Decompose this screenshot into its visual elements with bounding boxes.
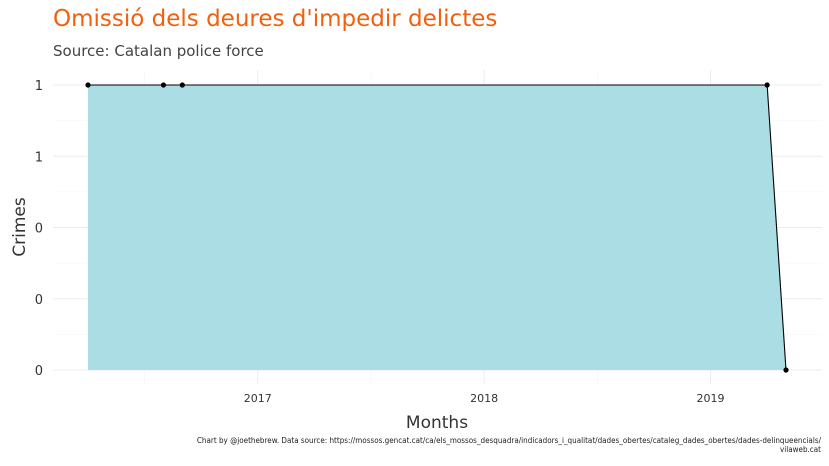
chart-caption: Chart by @joethebrew. Data source: https… <box>197 436 821 454</box>
data-point <box>160 82 167 88</box>
chart-subtitle: Source: Catalan police force <box>53 42 264 60</box>
chart-title: Omissió dels deures d'impedir delictes <box>53 6 498 32</box>
data-point <box>179 82 185 88</box>
y-tick-label: 1 <box>35 150 43 165</box>
y-axis-ticks: 0 0 0 1 1 <box>35 79 43 379</box>
data-point <box>85 82 91 88</box>
x-tick-label: 2017 <box>244 392 272 405</box>
x-axis-title: Months <box>406 413 468 433</box>
y-axis-title: Crimes <box>10 197 30 257</box>
x-axis-ticks: 2017 2018 2019 <box>244 392 725 405</box>
y-tick-label: 0 <box>35 293 43 308</box>
area-layer <box>88 84 787 371</box>
y-tick-label: 0 <box>35 222 43 237</box>
data-point <box>783 367 789 373</box>
x-tick-label: 2019 <box>697 392 725 405</box>
caption-site: vilaweb.cat <box>779 445 821 454</box>
caption-source: Chart by @joethebrew. Data source: https… <box>196 436 821 445</box>
y-tick-label: 0 <box>35 364 43 379</box>
data-point <box>764 82 770 88</box>
y-tick-label: 1 <box>35 79 43 94</box>
data-points <box>85 82 789 373</box>
x-tick-label: 2018 <box>470 392 498 405</box>
area-fill <box>88 85 786 370</box>
